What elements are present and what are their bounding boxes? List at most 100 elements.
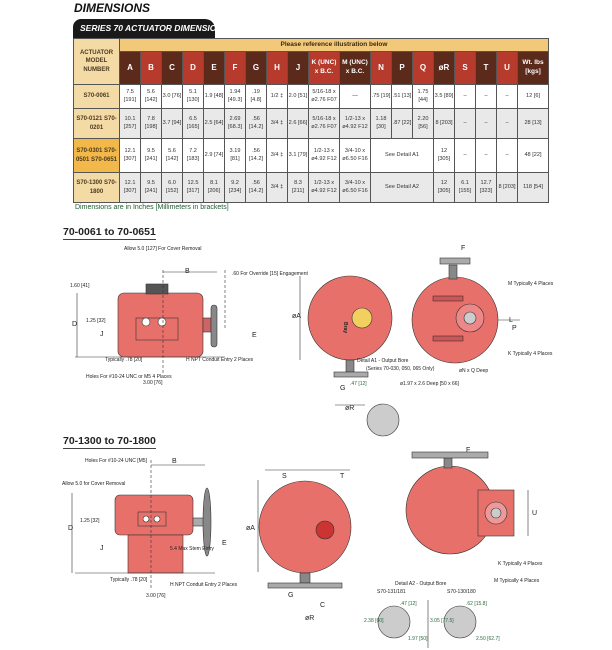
column-header: A	[119, 51, 141, 85]
dim-g: G	[340, 385, 345, 392]
top-view-large	[257, 469, 352, 589]
table-cell: 1/2-13 x ø4.92 F12	[308, 138, 340, 173]
table-cell: 8 [203]	[433, 108, 455, 139]
dim-1-25-2: 1.25 [32]	[80, 518, 100, 524]
detail-a1-bore	[366, 403, 400, 437]
column-header: F	[224, 51, 246, 85]
table-cell: 3/4-10 x ø6.50 F16	[339, 138, 371, 173]
column-header: H	[266, 51, 288, 85]
table-cell: 2.6 [66]	[287, 108, 309, 139]
dim-l: L	[509, 317, 513, 324]
table-tab: SERIES 70 ACTUATOR DIMENSIONS	[73, 19, 228, 38]
table-cell: 3/4-10 x ø6.50 F16	[339, 172, 371, 203]
side-view-small	[75, 270, 226, 375]
k-note: K Typically 4 Places	[508, 351, 553, 357]
column-header: D	[182, 51, 204, 85]
dim-r: øR	[345, 405, 354, 412]
table-cell: .56 [14.2]	[245, 108, 267, 139]
model-cell: S70-0301 S70-0501 S70-0651	[73, 138, 120, 173]
units-footnote: Dimensions are in Inches [Millimeters in…	[75, 204, 229, 211]
detail-a1-subtitle: (Series 70-030, 050, 065 Only)	[366, 366, 435, 372]
table-cell: 2.20 [56]	[412, 108, 434, 139]
table-cell: 6.1 [155]	[454, 172, 476, 203]
cover-removal-label-2: Allow 5.0 for Cover Removal	[62, 481, 125, 487]
table-cell: 12 [305]	[433, 172, 455, 203]
dim-1-60: 1.60 [41]	[70, 283, 90, 289]
table-cell: 12.1 [307]	[119, 172, 141, 203]
column-header: øR	[433, 51, 455, 85]
dim-f-2: F	[466, 447, 470, 454]
dim-d: D	[72, 321, 77, 328]
dim-b-2: B	[172, 458, 177, 465]
dim-s: S	[282, 473, 287, 480]
table-cell: .56 [14.2]	[245, 172, 267, 203]
table-cell: 8.1 [206]	[203, 172, 225, 203]
table-cell: 5/16-18 x ø2.76 F07	[308, 108, 340, 139]
table-row: S70-0301 S70-0501 S70-0651 12.1 [307] 9.5 …	[73, 138, 549, 173]
dim-p: P	[512, 325, 517, 332]
detail-a2-l-bot: 1.97 [50]	[408, 636, 428, 642]
k-note-2: K Typically 4 Places	[498, 561, 543, 567]
column-header: S	[454, 51, 476, 85]
dim-f: F	[461, 245, 465, 252]
table-cell: 2.5 [64]	[203, 108, 225, 139]
detail-a2-r-side: 3.05 [77.5]	[430, 618, 454, 624]
table-cell: 48 [22]	[517, 138, 549, 173]
detail-a1-title: Detail A1 - Output Bore	[357, 358, 409, 364]
table-cell: 8 [203]	[496, 172, 518, 203]
typical-78-label: Typically .78 [20]	[105, 357, 143, 363]
dim-a: øA	[292, 313, 301, 320]
dim-r-2: øR	[305, 615, 314, 622]
table-cell: See Detail A1	[370, 138, 434, 173]
table-row: S70-1300 S70-1800 12.1 [307] 9.5 [241] 6.0 …	[73, 172, 549, 203]
stem-entry-label: 5.4 Max Stem Entry	[170, 546, 214, 552]
table-cell: 6.0 [152]	[161, 172, 183, 203]
dim-e-2: E	[222, 540, 227, 547]
npt-entry-label: H NPT Conduit Entry 2 Places	[186, 357, 254, 363]
detail-a2-bore-left	[377, 605, 411, 639]
page-title: DIMENSIONS	[74, 1, 151, 15]
top-view-small	[299, 275, 393, 406]
bray-logo: Bray	[342, 322, 348, 333]
dim-e: E	[252, 332, 257, 339]
dim-a-2: øA	[246, 525, 255, 532]
holes-label-2: Holes For #10-24 UNC [M5]	[85, 458, 148, 464]
dim-t: T	[340, 473, 345, 480]
detail-a2-left-model: S70-131/181	[377, 589, 406, 595]
model-cell: S70-1300 S70-1800	[73, 172, 120, 203]
dim-1-25: 1.25 [32]	[86, 318, 106, 324]
dim-d-2: D	[68, 525, 73, 532]
table-cell: —	[339, 84, 371, 109]
cover-removal-label: Allow 5.0 [127] For Cover Removal	[124, 246, 202, 252]
dim-b: B	[185, 268, 190, 275]
table-cell: 28 [13]	[517, 108, 549, 139]
table-cell: 12.5 [317]	[182, 172, 204, 203]
detail-a1-bore-label: ø1.97 x 2.6 Deep [50 x 66]	[400, 381, 460, 387]
detail-a2-l-side: 2.38 [60]	[364, 618, 384, 624]
column-header: K (UNC) x B.C.	[308, 51, 340, 85]
table-cell: 9.2 [234]	[224, 172, 246, 203]
detail-a2-r-bot: 2.50 [62.7]	[476, 636, 500, 642]
column-header: N	[370, 51, 392, 85]
dim-3-00-2: 3.00 [76]	[146, 593, 166, 599]
nq-label: øN x Q Deep	[459, 368, 488, 374]
column-header: M (UNC) x B.C.	[339, 51, 371, 85]
table-cell: –	[475, 108, 497, 139]
side-view-large	[71, 460, 215, 590]
detail-a1-47: .47 [12]	[350, 381, 367, 387]
detail-a2-right-model: S70-130/180	[447, 589, 476, 595]
column-header: B	[140, 51, 162, 85]
m-note-2: M Typically 4 Places	[494, 578, 540, 584]
table-cell: 9.5 [241]	[140, 172, 162, 203]
column-header: P	[391, 51, 413, 85]
table-cell: .87 [22]	[391, 108, 413, 139]
bottom-view-small	[411, 257, 520, 364]
table-cell: 12.7 [323]	[475, 172, 497, 203]
detail-a2-title: Detail A2 - Output Bore	[395, 581, 447, 587]
override-label: .60 For Override [15] Engagement	[232, 271, 308, 277]
column-header: Wt. lbs [kgs]	[517, 51, 549, 85]
holes-label: Holes For #10-24 UNC or M5 4 Places	[86, 374, 172, 380]
table-cell: –	[496, 108, 518, 139]
table-cell: See Detail A2	[370, 172, 434, 203]
dim-g-2: G	[288, 592, 293, 599]
